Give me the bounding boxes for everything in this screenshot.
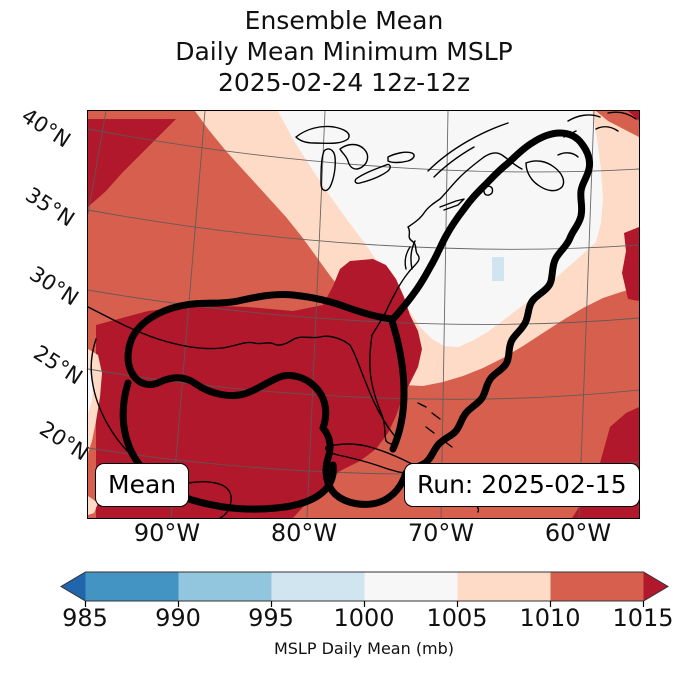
title-line-2: Daily Mean Minimum MSLP xyxy=(175,37,513,66)
colorbar-tick-995: 995 xyxy=(248,604,294,632)
lake-ontario xyxy=(387,151,415,164)
colorbar-band-985-990 xyxy=(85,572,179,601)
band-1000-1005 xyxy=(278,111,603,347)
map-canvas xyxy=(88,111,639,518)
band-1005-1010-southwest-corner xyxy=(88,496,98,515)
lat-label-25N: 25°N xyxy=(29,340,87,390)
coast-bahamas xyxy=(417,402,453,448)
lake-superior xyxy=(295,125,350,145)
lon-label-60W: 60°W xyxy=(544,519,612,547)
lon-label-80W: 80°W xyxy=(270,519,338,547)
band-1010-1015-northeast-corner xyxy=(596,111,639,137)
colorbar-band-990-995 xyxy=(178,572,272,601)
mean-annotation-box: Mean xyxy=(95,463,190,507)
coast-chesapeake-bay xyxy=(404,240,416,270)
colorbar-tick-marks xyxy=(84,601,645,607)
ensemble-contour xyxy=(119,129,594,513)
lon-label-70W: 70°W xyxy=(407,519,475,547)
ensemble-contour-south-arc xyxy=(119,379,337,513)
colorbar-band-995-1000 xyxy=(271,572,365,601)
ensemble-contour-neck xyxy=(388,317,408,453)
meridian-100W xyxy=(88,111,107,215)
ensemble-contour-main xyxy=(124,129,594,508)
title-line-3: 2025-02-24 12z-12z xyxy=(217,68,471,97)
lake-huron xyxy=(339,143,369,170)
coast-gulf-and-atlantic xyxy=(88,156,485,445)
band-over-1015-northwest xyxy=(88,119,176,207)
colorbar-under-arrow xyxy=(61,572,86,601)
colorbar-over-arrow xyxy=(643,572,668,601)
colorbar-tick-985: 985 xyxy=(62,604,108,632)
colorbar-band-1000-1005 xyxy=(364,572,458,601)
lake-michigan xyxy=(320,148,336,192)
colorbar-tick-1000: 1000 xyxy=(333,604,395,632)
run-date-annotation-box: Run: 2025-02-15 xyxy=(404,463,640,507)
band-995-1000-patch xyxy=(492,257,504,281)
lat-label-20N: 20°N xyxy=(35,416,93,466)
coast-nova-scotia xyxy=(483,152,565,192)
colorbar-band-1010-1015 xyxy=(550,572,644,601)
colorbar-tick-1015: 1015 xyxy=(612,604,674,632)
lake-erie xyxy=(354,163,391,184)
chart-title: Ensemble Mean Daily Mean Minimum MSLP 20… xyxy=(0,5,688,98)
lat-label-35N: 35°N xyxy=(21,182,79,232)
lat-label-30N: 30°N xyxy=(25,261,83,311)
colorbar-band-1005-1010 xyxy=(457,572,551,601)
parallel-30N xyxy=(88,289,639,325)
colorbar-tick-1010: 1010 xyxy=(519,604,581,632)
colorbar-tick-990: 990 xyxy=(155,604,201,632)
colorbar-label: MSLP Daily Mean (mb) xyxy=(273,639,455,658)
parallel-40N xyxy=(88,128,639,173)
map-panel xyxy=(87,110,640,519)
title-line-1: Ensemble Mean xyxy=(244,6,444,35)
lon-label-90W: 90°W xyxy=(133,519,201,547)
coast-st-lawrence xyxy=(427,122,509,178)
colorbar xyxy=(60,571,669,607)
lat-label-40N: 40°N xyxy=(17,103,75,153)
colorbar-tick-1005: 1005 xyxy=(426,604,488,632)
coast-long-island xyxy=(439,198,465,211)
